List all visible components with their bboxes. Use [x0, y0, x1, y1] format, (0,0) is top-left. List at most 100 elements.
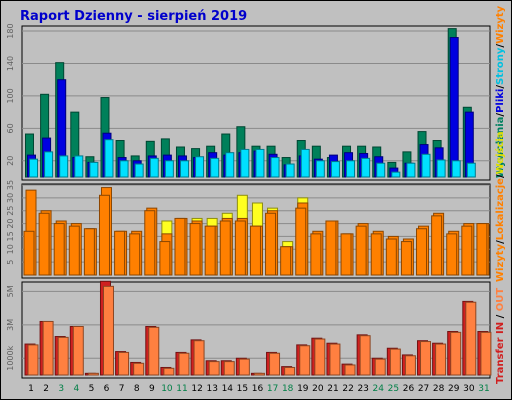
y-tick-label: 3M — [6, 319, 15, 331]
bar-transfer-out-day-24 — [374, 358, 386, 376]
x-tick-label: 7 — [119, 384, 125, 394]
bar-lokalizacje-day-9 — [144, 210, 156, 276]
bar-lokalizacje-day-20 — [310, 233, 322, 276]
x-tick-label: 2 — [43, 384, 49, 394]
bar-strony-day-10 — [164, 160, 174, 178]
bar-transfer-out-day-11 — [178, 352, 190, 376]
y-tick-label: 20 — [6, 156, 15, 166]
bar-strony-day-9 — [149, 157, 159, 178]
bar-strony-day-12 — [195, 156, 205, 178]
bar-transfer-out-day-31 — [480, 331, 492, 376]
x-tick-label: 8 — [134, 384, 140, 394]
bar-strony-day-8 — [134, 163, 144, 178]
legend-part: Wywołania — [495, 117, 506, 178]
bar-strony-day-17 — [270, 157, 280, 178]
legend-part: Pliki — [495, 89, 506, 113]
x-tick-label: 30 — [463, 384, 475, 394]
y-tick-label: 100 — [6, 88, 15, 103]
chart-title: Raport Dzienny - sierpień 2019 — [20, 9, 247, 24]
bar-lokalizacje-day-29 — [446, 233, 458, 276]
y-tick-label: 5 — [6, 260, 15, 265]
x-tick-label: 15 — [237, 384, 248, 394]
bar-strony-day-1 — [29, 158, 38, 178]
bar-transfer-out-day-22 — [344, 364, 356, 376]
y-tick-label: 20 — [6, 218, 15, 228]
bar-lokalizacje-day-5 — [83, 228, 95, 276]
bar-strony-day-13 — [210, 157, 220, 178]
panel-top: 20 60 100 140 180 — [6, 23, 491, 181]
bar-transfer-out-day-2 — [42, 320, 54, 376]
bar-lokalizacje-day-12 — [189, 223, 201, 276]
bar-strony-day-7 — [119, 160, 129, 178]
x-tick-label: 14 — [222, 384, 234, 394]
legend-part: Strony — [495, 47, 506, 85]
x-tick-label: 18 — [282, 384, 294, 394]
bar-transfer-out-day-17 — [269, 352, 281, 376]
bar-transfer-out-day-28 — [435, 343, 447, 376]
bar-transfer-out-day-8 — [133, 362, 145, 376]
legends: Wywołania/Pliki/Strony/WizytyWizyty/Loka… — [494, 5, 506, 384]
x-tick-label: 5 — [89, 384, 95, 394]
bar-transfer-out-day-20 — [314, 338, 326, 376]
bar-transfer-out-day-26 — [404, 355, 416, 376]
bar-transfer-out-day-7 — [118, 351, 130, 376]
legend-middle: Wizyty/Lokalizacje/Wejścia — [494, 131, 506, 282]
bar-lokalizacje-day-18 — [280, 246, 292, 276]
bar-transfer-out-day-6 — [102, 285, 114, 376]
x-tick-label: 9 — [149, 384, 155, 394]
x-tick-label: 31 — [478, 384, 489, 394]
bar-transfer-out-day-5 — [87, 372, 99, 376]
bar-lokalizacje-day-2 — [38, 212, 50, 276]
bar-strony-day-14 — [225, 152, 235, 178]
bar-transfer-out-day-14 — [223, 361, 235, 376]
bar-lokalizacje-day-19 — [295, 207, 307, 276]
bar-strony-day-15 — [240, 148, 250, 178]
bar-strony-day-25 — [391, 171, 401, 178]
x-tick-label: 29 — [448, 384, 460, 394]
legend-part: IN — [495, 318, 506, 337]
legend-part: Transfer — [495, 337, 506, 384]
bar-lokalizacje-day-6 — [98, 194, 110, 276]
y-tick-label: 25 — [6, 206, 15, 216]
panel-middle: 5 10 15 20 25 30 35 — [6, 180, 491, 279]
legend-part: / — [495, 314, 506, 318]
x-tick-label: 13 — [206, 384, 217, 394]
bar-lokalizacje-day-25 — [385, 238, 397, 276]
bar-strony-day-19 — [300, 148, 310, 178]
bar-lokalizacje-day-3 — [53, 223, 65, 276]
bar-lokalizacje-day-16 — [249, 225, 261, 276]
bar-strony-day-21 — [330, 161, 340, 178]
x-tick-label: 17 — [267, 384, 278, 394]
bar-transfer-out-day-23 — [359, 335, 371, 376]
bar-lokalizacje-day-21 — [325, 220, 337, 276]
bar-lokalizacje-day-27 — [416, 228, 428, 276]
bar-transfer-out-day-27 — [420, 341, 432, 376]
y-tick-label: 10 — [6, 244, 15, 254]
bar-strony-day-18 — [285, 163, 295, 178]
bar-lokalizacje-day-23 — [355, 225, 367, 276]
x-tick-label: 28 — [433, 384, 445, 394]
y-tick-label: 35 — [6, 180, 15, 190]
legend-part: Wejścia — [494, 131, 506, 174]
bar-transfer-out-day-1 — [27, 344, 39, 376]
x-tick-label: 19 — [297, 384, 309, 394]
x-tick-label: 27 — [418, 384, 429, 394]
x-tick-label: 10 — [161, 384, 173, 394]
bar-lokalizacje-day-30 — [461, 225, 473, 276]
legend-bottom: Transfer IN / OUT — [495, 288, 506, 384]
legend-part: / — [495, 44, 506, 48]
x-tick-label: 11 — [176, 384, 187, 394]
bar-strony-day-28 — [436, 159, 446, 178]
bar-strony-day-26 — [406, 162, 416, 178]
y-tick-label: 15 — [6, 231, 15, 241]
bar-lokalizacje-day-15 — [234, 220, 246, 276]
y-tick-label: 60 — [6, 123, 15, 133]
legend-part: / — [495, 113, 506, 117]
bar-strony-day-6 — [104, 139, 114, 178]
bar-transfer-out-day-9 — [148, 326, 160, 376]
x-tick-label: 3 — [58, 384, 64, 394]
x-axis-labels: 1 2 3 4 5 6 7 8 9 10 11 12 13 14 15 16 17 18 19 20 21 22 23 24 2… — [28, 384, 489, 394]
y-tick-label: 180 — [6, 23, 15, 38]
x-tick-label: 26 — [403, 384, 415, 394]
